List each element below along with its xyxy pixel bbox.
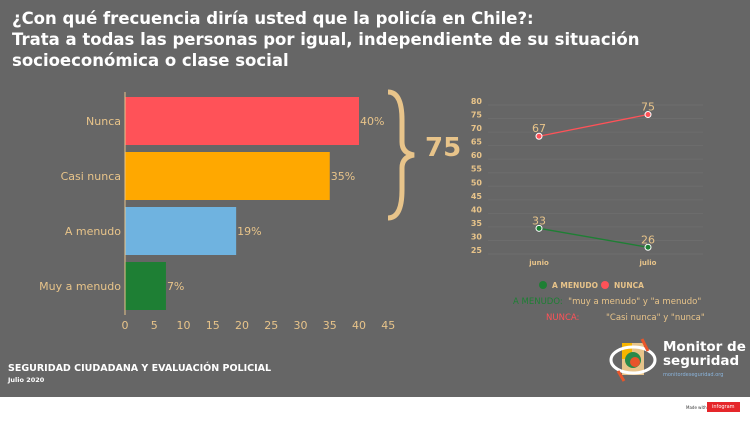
title-line: Trata a todas las personas por igual, in… bbox=[12, 30, 640, 49]
bar bbox=[125, 152, 330, 200]
note-text: "muy a menudo" y "a menudo" bbox=[568, 297, 702, 307]
brace bbox=[387, 89, 415, 221]
y-tick: 45 bbox=[471, 192, 483, 201]
y-tick: 60 bbox=[471, 151, 483, 160]
legend-marker bbox=[601, 281, 609, 289]
note-text: "Casi nunca" y "nunca" bbox=[606, 313, 705, 323]
bar bbox=[125, 207, 237, 255]
x-tick: 35 bbox=[323, 319, 337, 332]
category-label: Nunca bbox=[86, 115, 121, 128]
title-line: socioeconómica o clase social bbox=[12, 51, 289, 70]
title-line: ¿Con qué frecuencia diría usted que la p… bbox=[12, 9, 534, 28]
total-annotation: 75 bbox=[425, 133, 461, 163]
logo-eye-icon bbox=[609, 338, 657, 382]
made-with: Made with bbox=[686, 405, 707, 410]
data-point bbox=[535, 132, 543, 140]
x-tick: 5 bbox=[151, 319, 158, 332]
logo-line: Monitor de bbox=[663, 339, 746, 355]
y-tick: 65 bbox=[471, 138, 483, 147]
infogram-link[interactable]: infogram bbox=[707, 402, 740, 412]
note-nunca: NUNCA: "Casi nunca" y "nunca" bbox=[546, 313, 705, 323]
point-label: 75 bbox=[641, 101, 655, 114]
y-tick: 30 bbox=[471, 232, 483, 241]
logo-text: Monitor de seguridad bbox=[663, 340, 746, 368]
y-tick: 40 bbox=[471, 205, 483, 214]
footer-title: SEGURIDAD CIUDADANA Y EVALUACIÓN POLICIA… bbox=[8, 363, 272, 374]
point-label: 26 bbox=[641, 233, 655, 246]
x-tick: 40 bbox=[352, 319, 366, 332]
series-line bbox=[538, 113, 649, 137]
x-tick: junio bbox=[528, 259, 549, 267]
note-key: NUNCA: bbox=[546, 313, 580, 323]
data-label: 7% bbox=[167, 280, 184, 293]
x-tick: 15 bbox=[206, 319, 220, 332]
x-tick: 10 bbox=[177, 319, 191, 332]
x-tick: 45 bbox=[381, 319, 395, 332]
y-tick: 25 bbox=[471, 246, 483, 255]
y-tick: 80 bbox=[471, 97, 483, 106]
category-label: A menudo bbox=[65, 225, 121, 238]
y-tick: 55 bbox=[471, 165, 483, 174]
y-tick: 75 bbox=[471, 111, 483, 120]
logo-url: monitordeseguridad.org bbox=[663, 372, 724, 378]
bar bbox=[125, 97, 359, 145]
category-label: Casi nunca bbox=[61, 170, 121, 183]
x-tick: 25 bbox=[264, 319, 278, 332]
y-tick: 70 bbox=[471, 124, 483, 133]
y-tick: 35 bbox=[471, 219, 483, 228]
legend-label: A MENUDO bbox=[552, 281, 598, 290]
logo-line: seguridad bbox=[663, 353, 740, 369]
x-tick: 30 bbox=[294, 319, 308, 332]
category-label: Muy a menudo bbox=[39, 280, 121, 293]
data-label: 35% bbox=[331, 170, 355, 183]
note-a-menudo: A MENUDO: "muy a menudo" y "a menudo" bbox=[513, 297, 701, 307]
data-label: 40% bbox=[360, 115, 384, 128]
series-line bbox=[538, 227, 649, 248]
data-point bbox=[644, 243, 652, 251]
data-point bbox=[535, 224, 543, 232]
infographic: ¿Con qué frecuencia diría usted que la p… bbox=[0, 0, 750, 397]
charts: Nunca 40% Casi nunca 35% A menudo 19% Muy a me… bbox=[39, 89, 657, 332]
data-point bbox=[644, 111, 652, 119]
x-tick: julio bbox=[639, 259, 657, 267]
x-tick: 0 bbox=[122, 319, 129, 332]
footer-date: Julio 2020 bbox=[8, 376, 45, 384]
x-tick: 20 bbox=[235, 319, 249, 332]
point-label: 67 bbox=[532, 122, 546, 135]
y-tick: 50 bbox=[471, 178, 483, 187]
legend-label: NUNCA bbox=[614, 281, 644, 290]
point-label: 33 bbox=[532, 214, 546, 227]
bar bbox=[125, 262, 166, 310]
legend-marker bbox=[539, 281, 547, 289]
note-key: A MENUDO: bbox=[513, 297, 563, 307]
page-title: ¿Con qué frecuencia diría usted que la p… bbox=[12, 8, 639, 71]
data-label: 19% bbox=[237, 225, 261, 238]
